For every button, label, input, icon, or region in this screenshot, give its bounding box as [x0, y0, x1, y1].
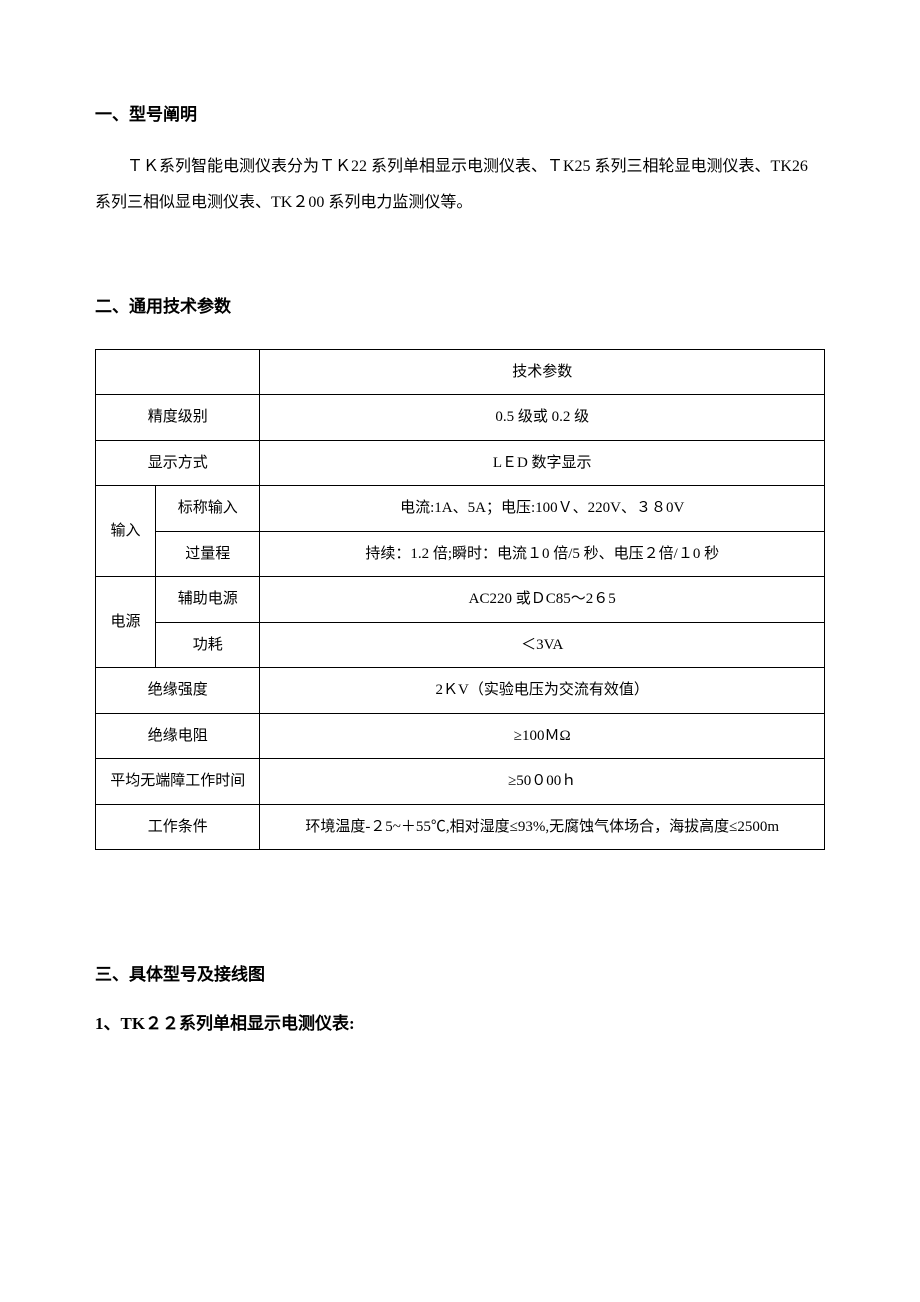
table-cell-label: 绝缘强度: [96, 668, 260, 714]
table-cell-label: 显示方式: [96, 440, 260, 486]
table-cell-label: 辅助电源: [156, 577, 260, 623]
table-cell-label: 工作条件: [96, 804, 260, 850]
table-group-label: 电源: [96, 577, 156, 668]
table-cell-empty: [96, 349, 260, 395]
table-row: 工作条件 环境温度-２5~＋55℃,相对湿度≤93%,无腐蚀气体场合，海拔高度≤…: [96, 804, 825, 850]
table-cell-label: 功耗: [156, 622, 260, 668]
section1-paragraph: ＴＫ系列智能电测仪表分为ＴＫ22 系列单相显示电测仪表、ＴK25 系列三相轮显电…: [95, 149, 825, 223]
section1-heading: 一、型号阐明: [95, 100, 825, 131]
table-row: 电源 辅助电源 AC220 或ＤC85～2６5: [96, 577, 825, 623]
table-row: 精度级别 0.5 级或 0.2 级: [96, 395, 825, 441]
table-cell-label: 平均无端障工作时间: [96, 759, 260, 805]
spec-table: 技术参数 精度级别 0.5 级或 0.2 级 显示方式 LＥD 数字显示 输入 …: [95, 349, 825, 851]
table-cell-label: 标称输入: [156, 486, 260, 532]
table-row: 显示方式 LＥD 数字显示: [96, 440, 825, 486]
table-header-right: 技术参数: [260, 349, 825, 395]
table-cell-value: 电流:1A、5A；电压:100Ｖ、220V、３８0V: [260, 486, 825, 532]
table-cell-label: 绝缘电阻: [96, 713, 260, 759]
section2-heading: 二、通用技术参数: [95, 292, 825, 323]
table-row: 输入 标称输入 电流:1A、5A；电压:100Ｖ、220V、３８0V: [96, 486, 825, 532]
table-row: 绝缘强度 2ＫV（实验电压为交流有效值）: [96, 668, 825, 714]
table-cell-value: ＜3VA: [260, 622, 825, 668]
section3-heading: 三、具体型号及接线图: [95, 960, 825, 991]
table-row: 技术参数: [96, 349, 825, 395]
table-cell-label: 精度级别: [96, 395, 260, 441]
table-row: 平均无端障工作时间 ≥50０00ｈ: [96, 759, 825, 805]
table-cell-value: ≥100ＭΩ: [260, 713, 825, 759]
table-cell-value: 0.5 级或 0.2 级: [260, 395, 825, 441]
table-row: 功耗 ＜3VA: [96, 622, 825, 668]
table-group-label: 输入: [96, 486, 156, 577]
table-cell-value: 2ＫV（实验电压为交流有效值）: [260, 668, 825, 714]
section3-item1: 1、TK２２系列单相显示电测仪表:: [95, 1009, 825, 1040]
table-cell-value: 环境温度-２5~＋55℃,相对湿度≤93%,无腐蚀气体场合，海拔高度≤2500m: [260, 804, 825, 850]
table-cell-value: ≥50０00ｈ: [260, 759, 825, 805]
table-row: 过量程 持续：1.2 倍;瞬时：电流１0 倍/5 秒、电压２倍/１0 秒: [96, 531, 825, 577]
table-row: 绝缘电阻 ≥100ＭΩ: [96, 713, 825, 759]
table-cell-value: LＥD 数字显示: [260, 440, 825, 486]
table-cell-value: 持续：1.2 倍;瞬时：电流１0 倍/5 秒、电压２倍/１0 秒: [260, 531, 825, 577]
table-cell-label: 过量程: [156, 531, 260, 577]
table-cell-value: AC220 或ＤC85～2６5: [260, 577, 825, 623]
